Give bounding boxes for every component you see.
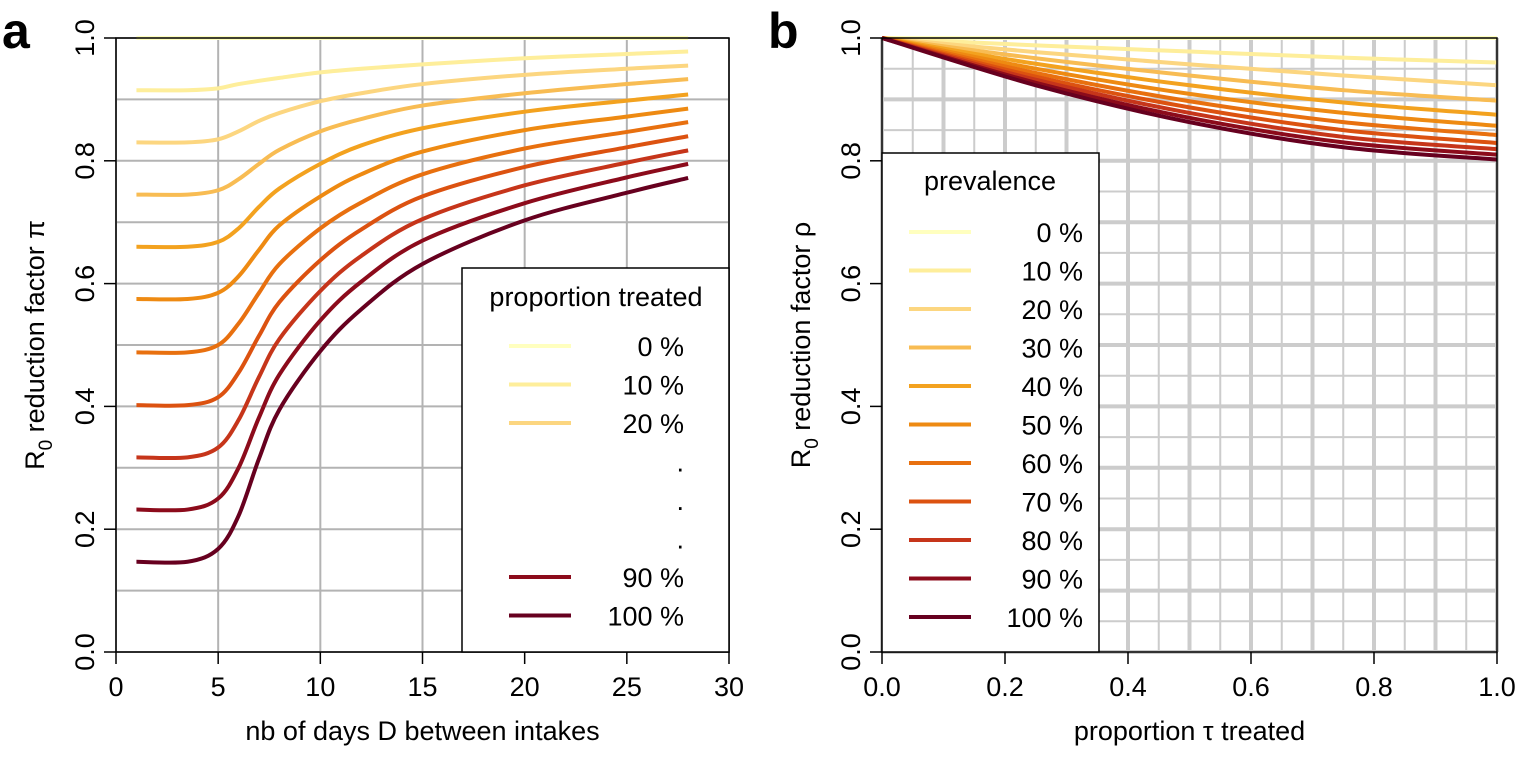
- series-group: [881, 35, 1498, 162]
- legend-entry-1: 10 %: [1021, 257, 1083, 287]
- y-axis-label: R0 reduction factor ρ: [786, 222, 823, 469]
- panel-b-letter: b: [768, 3, 799, 59]
- panel-a-letter: a: [2, 3, 31, 59]
- series-line-6: [136, 120, 689, 355]
- series-line-9: [136, 161, 689, 513]
- x-tick-label: 10: [305, 672, 335, 702]
- y-tick-label: 0.0: [836, 633, 866, 671]
- series-line-10: [136, 176, 689, 565]
- legend-entry-6: 60 %: [1021, 449, 1083, 479]
- y-tick-label: 1.0: [836, 19, 866, 57]
- series-line-1: [136, 49, 689, 93]
- y-axis-label-subscript: 0: [36, 440, 57, 451]
- x-axis: 0.0 0.2 0.4 0.6 0.8 1.0 proportion τ treated: [863, 652, 1516, 746]
- series-line-3: [881, 36, 1498, 103]
- x-tick-label: 25: [612, 672, 642, 702]
- x-tick-label: 30: [714, 672, 744, 702]
- series-line-4: [881, 36, 1498, 117]
- x-axis-label: nb of days D between intakes: [245, 716, 599, 746]
- x-tick-label: 1.0: [1478, 672, 1516, 702]
- series-line-4: [136, 92, 689, 250]
- y-axis-label-subscript: 0: [802, 438, 823, 449]
- legend-entry-0: 0 %: [1036, 218, 1083, 248]
- y-tick-label: 1.0: [70, 19, 100, 57]
- legend: prevalence 0 % 10 % 20 % 30 % 40 % 50 % 60 % 70 …: [881, 152, 1100, 653]
- x-tick-label: 0.4: [1109, 672, 1147, 702]
- legend-entry-6: 90 %: [622, 563, 684, 593]
- legend-entry-2: 20 %: [622, 409, 684, 439]
- y-tick-label: 0.8: [836, 142, 866, 180]
- x-tick-label: 20: [510, 672, 540, 702]
- y-tick-label: 0.6: [836, 265, 866, 303]
- y-axis: 0.0 0.2 0.4 0.6 0.8 1.0 R0 reduction factor ρ: [786, 19, 882, 671]
- series-line-1: [881, 36, 1498, 65]
- y-tick-label: 0.0: [70, 633, 100, 671]
- x-tick-label: 0.0: [863, 672, 901, 702]
- legend-box: [881, 152, 1100, 653]
- x-tick-label: 5: [211, 672, 226, 702]
- legend-box: [461, 267, 730, 653]
- series-line-8: [136, 148, 689, 461]
- legend-entry-10: 100 %: [1006, 603, 1083, 633]
- y-tick-label: 0.8: [70, 142, 100, 180]
- legend-title: prevalence: [924, 166, 1056, 196]
- x-tick-label: 0.2: [986, 672, 1024, 702]
- chart-a: 0 5 10 15 20 25 30 nb of days D between intakes…: [20, 19, 744, 746]
- y-axis-label: R0 reduction factor π: [20, 220, 57, 470]
- legend-entry-4: 40 %: [1021, 372, 1083, 402]
- y-tick-label: 0.2: [70, 510, 100, 548]
- legend-entry-3: .: [676, 448, 684, 478]
- y-axis: 0.0 0.2 0.4 0.6 0.8 1.0 R0 reduction factor π: [20, 19, 116, 671]
- legend-entry-5: 50 %: [1021, 411, 1083, 441]
- series-line-2: [881, 36, 1498, 88]
- x-tick-label: 15: [407, 672, 437, 702]
- series-line-2: [136, 63, 689, 145]
- legend-entry-4: .: [676, 486, 684, 516]
- legend-entry-3: 30 %: [1021, 334, 1083, 364]
- series-line-5: [136, 106, 689, 302]
- x-axis: 0 5 10 15 20 25 30 nb of days D between intakes: [108, 652, 744, 746]
- series-line-5: [881, 36, 1498, 128]
- legend-entry-7: 100 %: [607, 602, 684, 632]
- x-tick-label: 0: [108, 672, 123, 702]
- series-line-3: [136, 77, 689, 197]
- legend-entry-0: 0 %: [637, 332, 684, 362]
- y-axis-label-main: R: [20, 450, 50, 470]
- x-tick-label: 0.8: [1355, 672, 1393, 702]
- legend-entry-7: 70 %: [1021, 488, 1083, 518]
- series-line-7: [136, 134, 689, 408]
- legend-entry-9: 90 %: [1021, 565, 1083, 595]
- y-axis-label-rest: reduction factor ρ: [786, 222, 816, 438]
- y-tick-label: 0.4: [836, 388, 866, 426]
- legend-entry-1: 10 %: [622, 371, 684, 401]
- y-tick-label: 0.2: [836, 510, 866, 548]
- y-axis-label-main: R: [786, 449, 816, 469]
- y-axis-label-rest: reduction factor π: [20, 220, 50, 440]
- legend-entry-8: 80 %: [1021, 526, 1083, 556]
- legend: proportion treated 0 % 10 % 20 %... 90 % 100 …: [461, 267, 730, 653]
- y-tick-label: 0.6: [70, 265, 100, 303]
- series-line-10: [881, 36, 1498, 162]
- series-line-6: [881, 36, 1498, 138]
- legend-entry-5: .: [676, 525, 684, 555]
- y-tick-label: 0.4: [70, 388, 100, 426]
- x-axis-label: proportion τ treated: [1074, 716, 1305, 746]
- legend-entry-2: 20 %: [1021, 295, 1083, 325]
- x-tick-label: 0.6: [1232, 672, 1270, 702]
- legend-title: proportion treated: [489, 282, 702, 312]
